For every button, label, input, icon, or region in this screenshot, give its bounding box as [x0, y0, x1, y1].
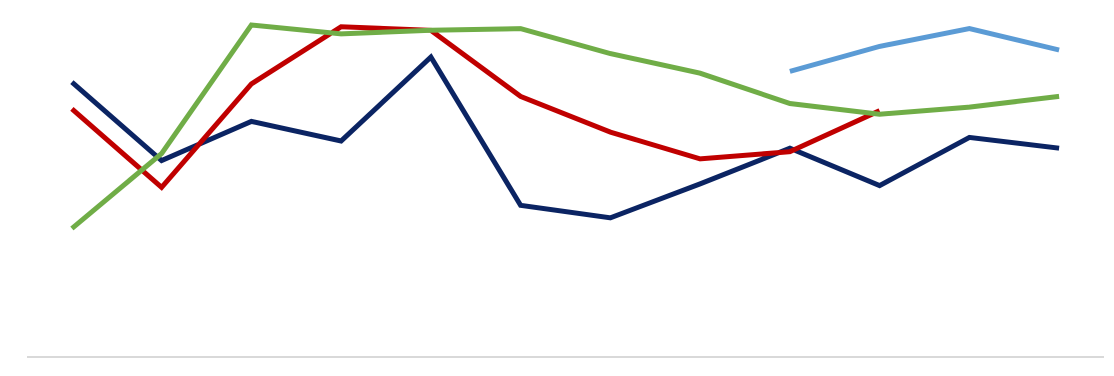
series-1 [70, 53, 1060, 221]
series-2 [70, 24, 881, 191]
series-4-line [789, 26, 1060, 74]
series-4 [789, 26, 1060, 74]
series-2-line [70, 24, 881, 191]
series-3-line [70, 22, 1060, 231]
series-3 [70, 22, 1060, 231]
series-1-line [70, 53, 1060, 221]
series-layer [70, 22, 1060, 231]
